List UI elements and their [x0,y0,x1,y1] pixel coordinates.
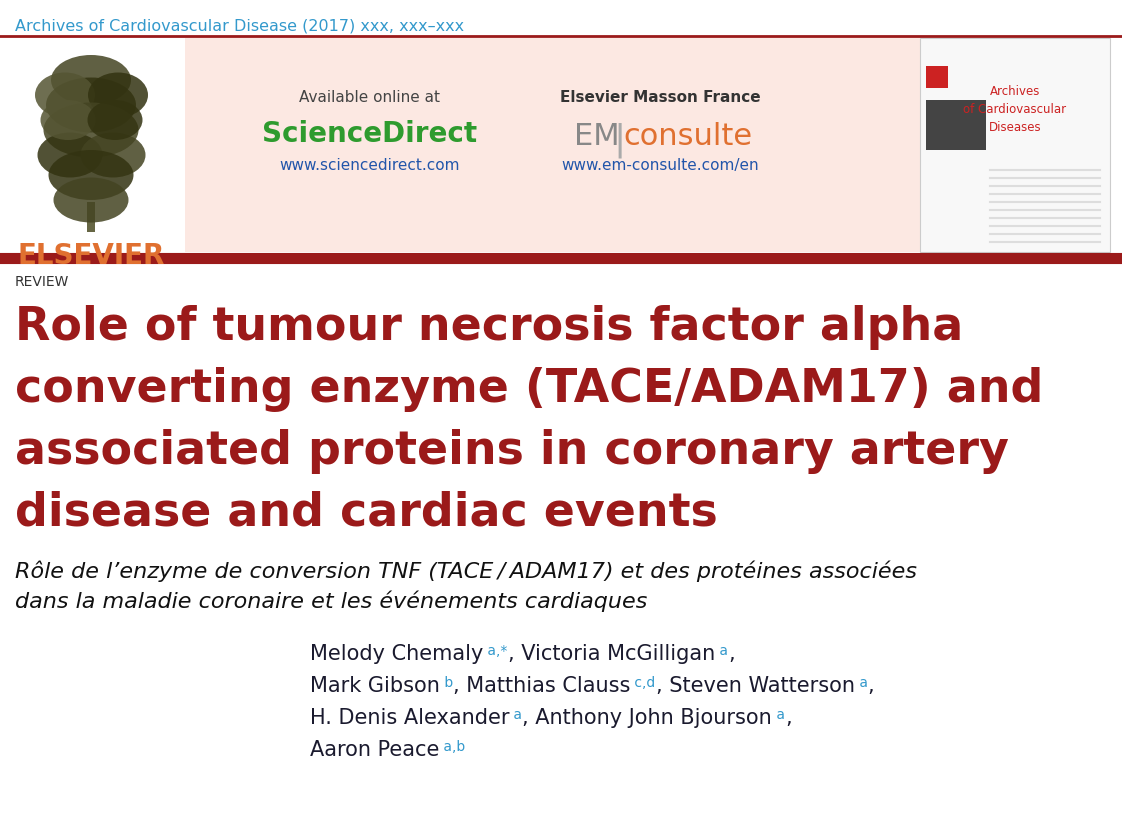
Text: associated proteins in coronary artery: associated proteins in coronary artery [15,429,1009,474]
Text: converting enzyme (TACE/ADAM17) and: converting enzyme (TACE/ADAM17) and [15,367,1043,412]
Text: Aaron Peace: Aaron Peace [310,740,440,760]
Text: , Matthias Clauss: , Matthias Clauss [453,676,631,696]
Text: ,: , [785,708,792,728]
Text: ,: , [728,644,735,664]
Text: www.em-consulte.com/en: www.em-consulte.com/en [561,158,758,173]
Ellipse shape [46,77,136,133]
Text: , Victoria McGilligan: , Victoria McGilligan [508,644,715,664]
Bar [88,202,95,232]
Ellipse shape [54,177,129,222]
Text: dans la maladie coronaire et les événements cardiaques: dans la maladie coronaire et les événeme… [15,590,647,611]
Text: disease and cardiac events: disease and cardiac events [15,491,718,536]
Text: Available online at: Available online at [300,90,441,105]
Bar [926,66,948,88]
Text: a,b: a,b [440,740,466,754]
Text: Archives
of Cardiovascular
Diseases: Archives of Cardiovascular Diseases [964,85,1067,134]
Text: a: a [855,676,867,690]
Text: a: a [509,708,523,722]
Ellipse shape [40,100,95,140]
Text: H. Denis Alexander: H. Denis Alexander [310,708,509,728]
Text: , Steven Watterson: , Steven Watterson [655,676,855,696]
Ellipse shape [88,73,148,118]
Text: a: a [772,708,785,722]
Bar [185,38,920,252]
Text: Rôle de l’enzyme de conversion TNF (TACE / ADAM17) et des protéines associées: Rôle de l’enzyme de conversion TNF (TACE… [15,560,917,582]
Text: ,: , [867,676,874,696]
Ellipse shape [48,150,134,200]
Text: www.sciencedirect.com: www.sciencedirect.com [279,158,460,173]
Text: Archives of Cardiovascular Disease (2017) xxx, xxx–xxx: Archives of Cardiovascular Disease (2017… [15,18,465,33]
Ellipse shape [88,100,142,140]
Ellipse shape [44,102,138,157]
Ellipse shape [37,133,102,177]
Text: c,d: c,d [631,676,655,690]
Text: a: a [715,644,728,658]
Ellipse shape [35,73,95,118]
Ellipse shape [81,133,146,177]
Text: REVIEW: REVIEW [15,275,70,289]
Text: b: b [440,676,453,690]
Bar [926,100,986,150]
Text: ScienceDirect: ScienceDirect [263,120,478,148]
Text: |: | [614,122,626,157]
Text: Elsevier Masson France: Elsevier Masson France [560,90,761,105]
Text: Melody Chemaly: Melody Chemaly [310,644,484,664]
Bar [0,38,185,252]
Ellipse shape [50,55,131,105]
Text: , Anthony John Bjourson: , Anthony John Bjourson [523,708,772,728]
Text: Role of tumour necrosis factor alpha: Role of tumour necrosis factor alpha [15,305,964,350]
Text: Mark Gibson: Mark Gibson [310,676,440,696]
Bar [920,38,1110,252]
Text: ELSEVIER: ELSEVIER [17,242,165,270]
Text: consulte: consulte [623,122,752,151]
Text: a,*: a,* [484,644,508,658]
Text: EM: EM [574,122,620,151]
